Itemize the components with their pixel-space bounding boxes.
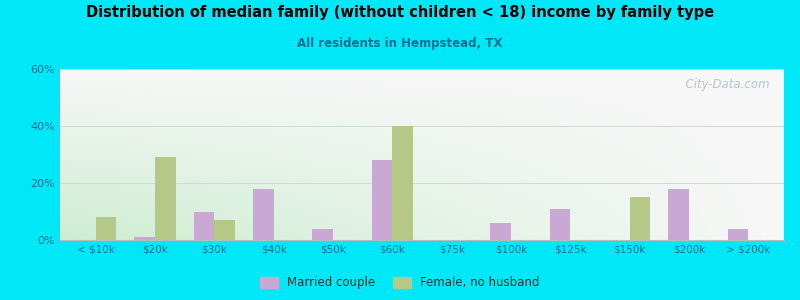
Bar	[630, 197, 650, 240]
Text: All residents in Hempstead, TX: All residents in Hempstead, TX	[298, 38, 502, 50]
Legend: Married couple, Female, no husband: Married couple, Female, no husband	[255, 272, 545, 294]
Bar	[550, 209, 570, 240]
Bar	[728, 229, 748, 240]
Bar	[490, 223, 511, 240]
Bar	[668, 189, 689, 240]
Bar	[155, 157, 176, 240]
Bar	[194, 212, 214, 240]
Bar	[371, 160, 392, 240]
Bar	[253, 189, 274, 240]
Text: Distribution of median family (without children < 18) income by family type: Distribution of median family (without c…	[86, 4, 714, 20]
Bar	[134, 237, 155, 240]
Bar	[392, 126, 413, 240]
Bar	[214, 220, 235, 240]
Text: City-Data.com: City-Data.com	[678, 77, 770, 91]
Bar	[96, 217, 116, 240]
Bar	[312, 229, 333, 240]
